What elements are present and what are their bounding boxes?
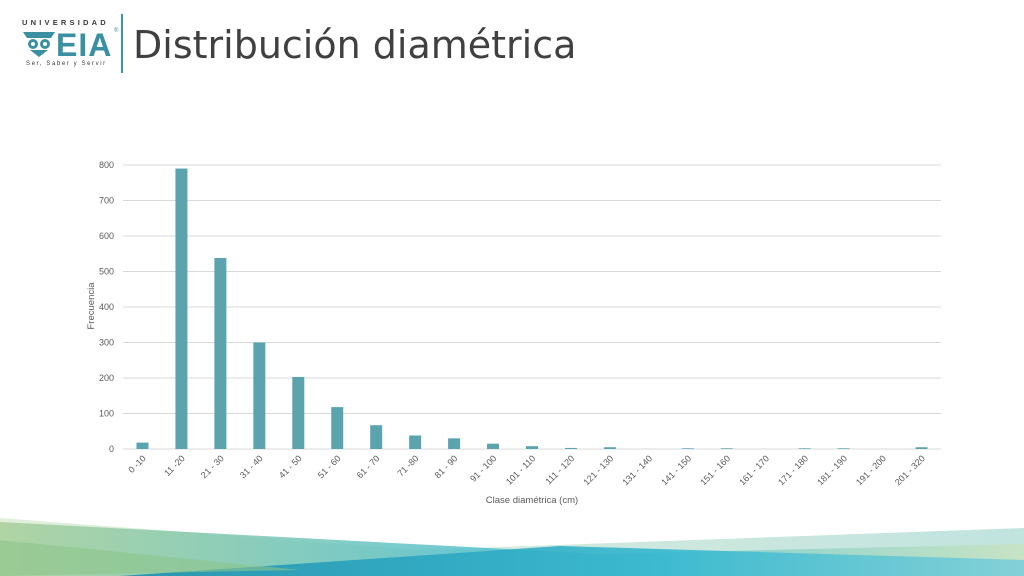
x-tick-label: 111 - 120 — [543, 453, 576, 486]
y-tick-labels: 0 100 200 300 400 500 600 700 800 — [99, 160, 114, 454]
y-tick-label: 600 — [99, 231, 114, 241]
bar — [136, 442, 149, 449]
x-tick-label: 31 - 40 — [238, 453, 265, 480]
y-tick-label: 100 — [99, 409, 114, 419]
x-tick-label: 171 - 180 — [776, 453, 810, 487]
x-tick-label: 51 - 60 — [316, 453, 343, 480]
x-tick-label: 91 - 100 — [468, 453, 498, 483]
bar — [292, 376, 305, 449]
gridlines — [123, 164, 941, 450]
x-tick-label: 161 - 170 — [737, 453, 771, 487]
x-tick-label: 11 -20 — [162, 453, 187, 478]
bars — [136, 168, 928, 450]
bar — [603, 447, 616, 449]
x-tick-label: 121 - 130 — [581, 453, 615, 487]
x-tick-label: 81 - 90 — [433, 453, 460, 480]
x-tick-labels: 0 -10 11 -20 21 - 30 31 - 40 41 - 50 51 - 60 6… — [126, 453, 927, 487]
bar — [409, 435, 422, 449]
bar — [681, 448, 694, 449]
bar — [915, 447, 928, 449]
owl-emblem-icon — [23, 32, 55, 57]
page-title: Distribución diamétrica — [133, 23, 577, 67]
header-divider — [121, 14, 123, 73]
y-tick-label: 0 — [109, 444, 114, 454]
logo-registered-mark: ® — [114, 28, 119, 34]
x-tick-label: 201 - 320 — [893, 453, 927, 487]
x-tick-label: 181 - 190 — [815, 453, 849, 487]
bar — [564, 447, 577, 449]
y-tick-label: 700 — [99, 196, 114, 206]
x-tick-label: 191 - 200 — [854, 453, 888, 487]
y-tick-label: 500 — [99, 267, 114, 277]
y-tick-label: 400 — [99, 302, 114, 312]
x-tick-label: 21 - 30 — [199, 453, 226, 480]
x-tick-label: 131 - 140 — [620, 453, 654, 487]
x-tick-label: 61 - 70 — [355, 453, 382, 480]
bar — [214, 258, 227, 449]
bar — [798, 448, 811, 449]
y-tick-label: 300 — [99, 338, 114, 348]
logo-top-text: UNIVERSIDAD — [22, 18, 109, 27]
y-axis-label: Frecuencia — [86, 282, 97, 330]
bar — [526, 446, 538, 449]
x-axis-label: Clase diamétrica (cm) — [486, 495, 578, 506]
bar — [253, 342, 266, 449]
x-tick-label: 101 - 110 — [504, 453, 537, 486]
bar — [487, 443, 500, 449]
bar — [837, 448, 850, 449]
bar — [720, 448, 733, 449]
bar — [370, 425, 383, 449]
logo-main-text: EIA — [56, 27, 113, 63]
x-tick-label: 41 - 50 — [277, 453, 304, 480]
bar — [175, 168, 188, 450]
bar — [331, 407, 344, 449]
x-tick-label: 71 -80 — [395, 453, 420, 478]
footer-wave-decoration — [0, 518, 1024, 576]
diameter-distribution-chart: 0 100 200 300 400 500 600 700 800 0 -10 11 -20 21 … — [86, 160, 941, 506]
y-tick-label: 200 — [99, 373, 114, 383]
x-tick-label: 141 - 150 — [659, 453, 693, 487]
bar — [448, 438, 461, 449]
logo-tagline: Ser, Saber y Servir — [26, 61, 107, 67]
x-tick-label: 151 - 160 — [698, 453, 732, 487]
university-logo: UNIVERSIDAD EIA ® Ser, Saber y Servir — [18, 14, 122, 74]
x-tick-label: 0 -10 — [126, 453, 148, 475]
y-tick-label: 800 — [99, 160, 114, 170]
